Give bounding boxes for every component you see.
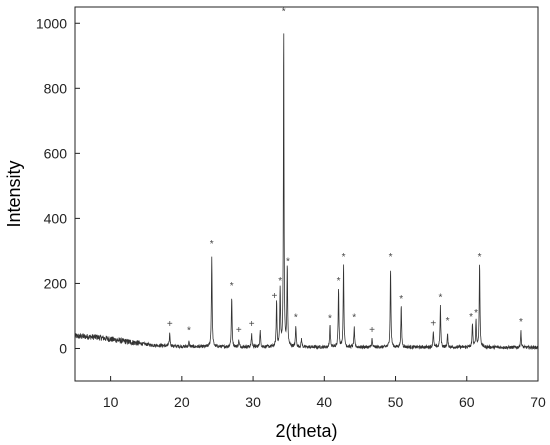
plus-peak-marker: + xyxy=(167,319,173,330)
x-tick-label: 70 xyxy=(530,394,546,410)
y-tick-label: 0 xyxy=(59,340,67,356)
asterisk-peak-marker: * xyxy=(469,312,473,323)
asterisk-peak-marker: * xyxy=(328,314,332,325)
y-axis-title: Intensity xyxy=(4,160,24,227)
asterisk-peak-marker: * xyxy=(352,313,356,324)
asterisk-peak-marker: * xyxy=(187,326,191,337)
x-tick-label: 60 xyxy=(459,394,475,410)
x-tick-label: 20 xyxy=(174,394,190,410)
plus-peak-marker: + xyxy=(249,319,255,330)
asterisk-peak-marker: * xyxy=(438,292,442,303)
asterisk-peak-marker: * xyxy=(389,252,393,263)
asterisk-peak-marker: * xyxy=(399,294,403,305)
y-axis-ticks: 0 200 400 600 800 1000 xyxy=(36,15,80,356)
plus-peak-marker: + xyxy=(236,325,242,336)
asterisk-peak-marker: * xyxy=(286,257,290,268)
y-tick-label: 400 xyxy=(44,210,68,226)
plot-frame xyxy=(74,6,539,382)
asterisk-peak-marker: * xyxy=(294,313,298,324)
plus-peak-marker: + xyxy=(430,318,436,329)
peak-annotations: +***+++**** ****+**+** * *** xyxy=(167,6,523,336)
y-tick-label: 1000 xyxy=(36,15,67,31)
asterisk-peak-marker: * xyxy=(474,308,478,319)
asterisk-peak-marker: * xyxy=(210,239,214,250)
asterisk-peak-marker: * xyxy=(446,316,450,327)
x-tick-label: 40 xyxy=(317,394,333,410)
x-tick-label: 50 xyxy=(388,394,404,410)
intensity-series-line xyxy=(74,33,539,351)
x-tick-label: 10 xyxy=(103,394,119,410)
asterisk-peak-marker: * xyxy=(282,6,286,17)
asterisk-peak-marker: * xyxy=(478,252,482,263)
y-tick-label: 600 xyxy=(44,145,68,161)
y-tick-label: 800 xyxy=(44,80,68,96)
asterisk-peak-marker: * xyxy=(230,281,234,292)
asterisk-peak-marker: * xyxy=(519,317,523,328)
asterisk-peak-marker: * xyxy=(337,276,341,287)
x-tick-label: 30 xyxy=(245,394,261,410)
plus-peak-marker: + xyxy=(272,291,278,302)
x-axis-title: 2(theta) xyxy=(275,421,337,441)
plus-peak-marker: + xyxy=(369,325,375,336)
y-tick-label: 200 xyxy=(44,275,68,291)
asterisk-peak-marker: * xyxy=(278,276,282,287)
asterisk-peak-marker: * xyxy=(342,252,346,263)
